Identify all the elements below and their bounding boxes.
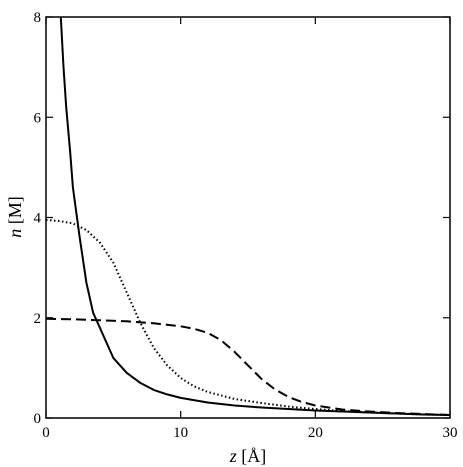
series-layer (46, 17, 450, 416)
y-tick-label: 4 (34, 211, 42, 227)
y-tick-label: 2 (34, 311, 42, 327)
tick-labels: 0 10 20 30 0 2 4 6 8 (34, 10, 458, 441)
series-line-solid (59, 17, 450, 416)
y-axis-unit: [M] (5, 196, 25, 224)
x-axis-label: z [Å] (229, 446, 267, 466)
x-tick-label: 30 (443, 425, 458, 441)
x-tick-label: 10 (173, 425, 188, 441)
tick-marks (45, 16, 451, 419)
plot-frame (45, 16, 451, 419)
x-axis-unit: [Å] (241, 446, 266, 466)
y-tick-label: 0 (34, 411, 42, 427)
y-axis-var: n (5, 229, 25, 238)
x-tick-label: 20 (308, 425, 323, 441)
y-axis-label: n [M] (5, 196, 25, 238)
x-tick-label: 0 (42, 425, 50, 441)
y-tick-label: 8 (34, 10, 42, 26)
x-axis-var: z (229, 446, 237, 466)
series-line-dashed (46, 317, 450, 416)
series-line-dotted (46, 219, 450, 416)
y-tick-label: 6 (34, 110, 42, 126)
